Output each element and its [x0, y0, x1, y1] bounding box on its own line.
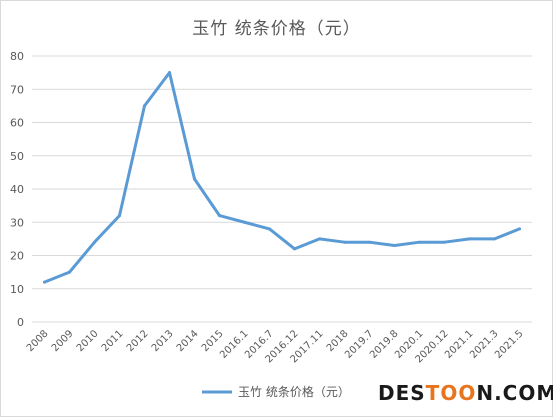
- y-tick-label: 70: [10, 83, 24, 96]
- data-point: [218, 214, 221, 218]
- y-tick-label: 60: [10, 117, 24, 130]
- x-tick-label: 2010: [75, 328, 101, 354]
- y-tick-label: 30: [10, 216, 24, 229]
- x-tick-label: 2009: [50, 328, 76, 354]
- data-point: [418, 240, 421, 244]
- data-point: [318, 237, 321, 241]
- legend-label: 玉竹 统条价格（元）: [238, 384, 350, 399]
- watermark-logo: DESTOON.COM: [378, 381, 553, 405]
- x-tick-label: 2014: [175, 328, 201, 354]
- data-point: [493, 237, 496, 241]
- x-axis-ticks: 2008 2009 2010 2011 2012 2013 2014 20152016.120…: [25, 328, 526, 365]
- y-tick-label: 80: [10, 50, 24, 63]
- y-tick-label: 20: [10, 250, 24, 263]
- x-tick-label: 2011: [100, 328, 126, 354]
- y-tick-label: 10: [10, 283, 24, 296]
- gridlines: [32, 55, 532, 323]
- x-tick-label: 2008: [25, 328, 51, 354]
- data-point: [268, 227, 271, 231]
- y-axis-ticks: 0 10 20 30 40 50 60 70 80: [10, 50, 24, 329]
- data-point: [93, 240, 96, 244]
- data-point: [243, 220, 246, 224]
- x-tick-label: 2021.5: [493, 328, 526, 361]
- data-point: [393, 244, 396, 248]
- data-point: [168, 71, 171, 75]
- data-point: [468, 237, 471, 241]
- watermark-part-4: .COM: [494, 381, 553, 405]
- data-point: [443, 240, 446, 244]
- watermark-part-2: TOO: [425, 381, 477, 405]
- legend: 玉竹 统条价格（元）: [202, 384, 350, 399]
- data-point: [43, 280, 46, 284]
- data-point: [518, 227, 521, 231]
- watermark-part-3: N: [476, 381, 495, 405]
- y-tick-label: 50: [10, 150, 24, 163]
- data-point: [143, 104, 146, 108]
- data-point: [343, 240, 346, 244]
- data-point: [68, 270, 71, 274]
- data-point: [293, 247, 296, 251]
- data-point: [118, 214, 121, 218]
- watermark-part-1: DES: [378, 381, 426, 405]
- y-tick-label: 0: [17, 316, 24, 329]
- chart-title: 玉竹 统条价格（元）: [192, 19, 361, 39]
- series-line-0: [43, 71, 521, 284]
- y-tick-label: 40: [10, 183, 24, 196]
- series-layer: [43, 71, 521, 284]
- x-tick-label: 2012: [125, 328, 151, 354]
- data-point: [368, 240, 371, 244]
- x-tick-label: 2013: [150, 328, 176, 354]
- data-point: [193, 177, 196, 181]
